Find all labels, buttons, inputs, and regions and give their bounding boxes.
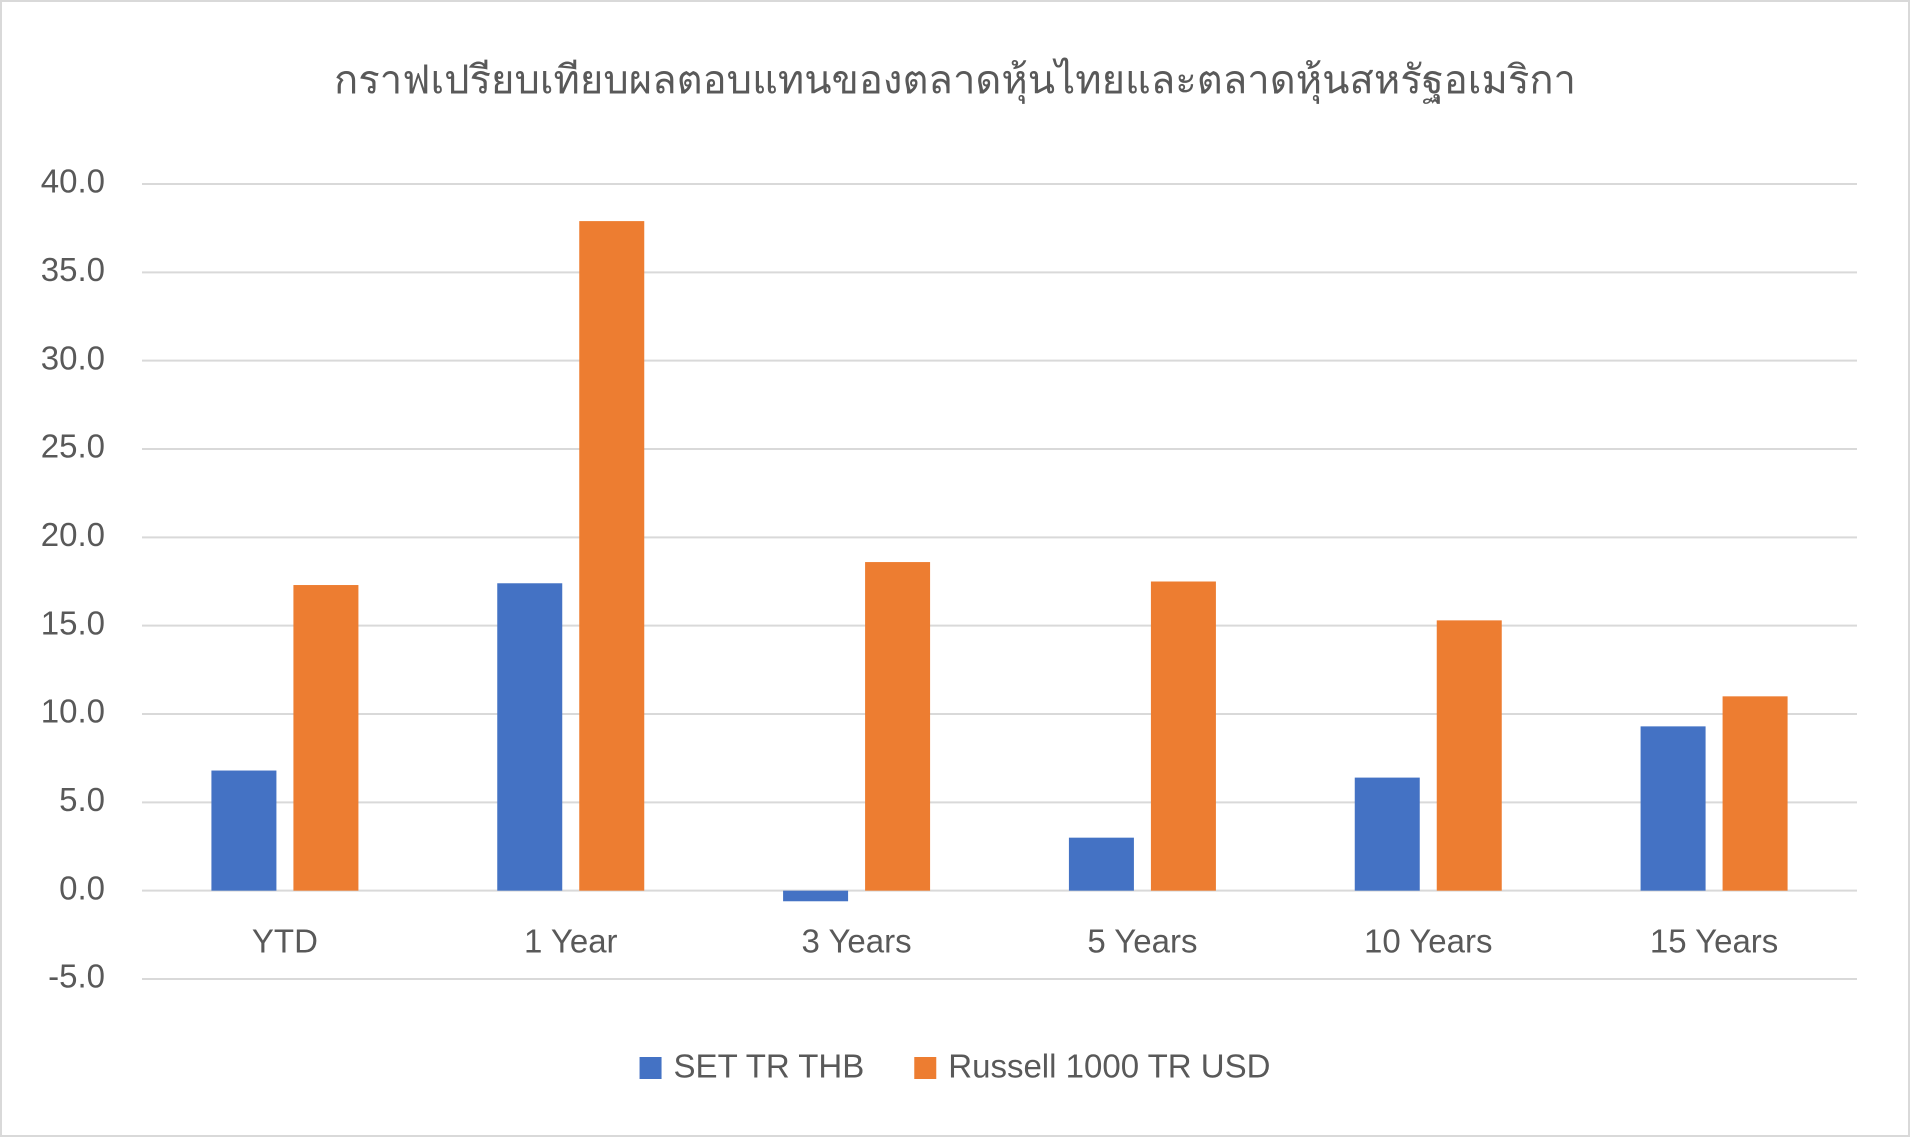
bar: [865, 562, 931, 891]
bar: [1722, 696, 1788, 891]
y-tick-label: 35.0: [41, 251, 105, 288]
y-tick-label: -5.0: [48, 958, 105, 995]
legend-swatch: [639, 1057, 662, 1079]
y-tick-label: 20.0: [41, 516, 105, 553]
bar: [211, 770, 277, 891]
y-tick-label: 10.0: [41, 693, 105, 730]
chart-title: กราฟเปรียบเทียบผลตอบแทนของตลาดหุ้นไทยและ…: [334, 58, 1576, 105]
bar: [1068, 837, 1134, 891]
y-tick-label: 30.0: [41, 339, 105, 376]
x-tick-label: YTD: [252, 923, 318, 960]
x-tick-label: 5 Years: [1087, 923, 1197, 960]
bar: [1436, 620, 1502, 891]
legend-label: Russell 1000 TR USD: [948, 1048, 1270, 1085]
y-tick-label: 15.0: [41, 604, 105, 641]
legend-swatch: [914, 1057, 937, 1079]
bar: [1640, 726, 1706, 891]
x-tick-label: 15 Years: [1650, 923, 1778, 960]
y-tick-label: 40.0: [41, 163, 105, 200]
y-tick-label: 5.0: [59, 781, 105, 818]
x-tick-label: 1 Year: [524, 923, 618, 960]
bar: [579, 221, 645, 891]
bar: [783, 890, 849, 902]
y-tick-label: 25.0: [41, 428, 105, 465]
bar: [1150, 581, 1216, 891]
legend-label: SET TR THB: [674, 1048, 865, 1085]
x-tick-label: 3 Years: [802, 923, 912, 960]
bar: [497, 583, 563, 891]
bar: [1354, 777, 1420, 891]
x-tick-label: 10 Years: [1364, 923, 1492, 960]
bar: [293, 585, 359, 891]
y-tick-label: 0.0: [59, 869, 105, 906]
